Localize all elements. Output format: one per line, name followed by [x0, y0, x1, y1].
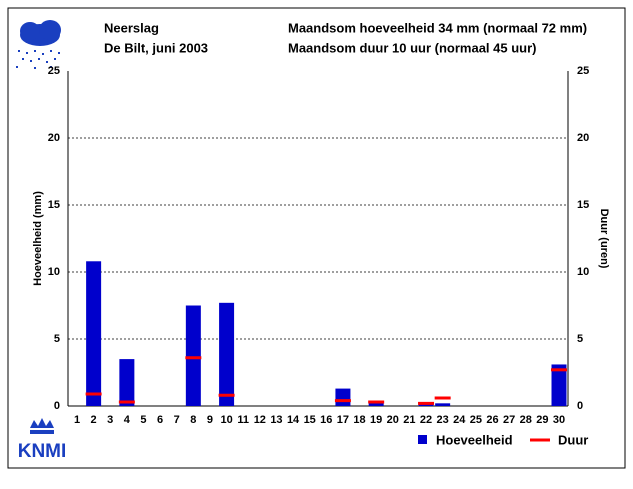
bar — [551, 364, 567, 406]
bar — [185, 305, 201, 406]
title: Neerslag — [104, 20, 159, 35]
bar — [219, 302, 235, 406]
x-tick-label: 23 — [437, 414, 449, 426]
x-tick-label: 2 — [91, 414, 97, 426]
x-tick-label: 24 — [453, 414, 466, 426]
y2-axis-label: Duur (uren) — [598, 209, 610, 269]
x-tick-label: 19 — [370, 414, 382, 426]
x-tick-label: 1 — [74, 414, 80, 426]
x-tick-label: 22 — [420, 414, 432, 426]
x-tick-label: 21 — [403, 414, 415, 426]
y-tick-label: 15 — [48, 199, 60, 211]
x-tick-label: 27 — [503, 414, 515, 426]
subtitle: De Bilt, juni 2003 — [104, 40, 208, 55]
y2-tick-label: 10 — [577, 266, 589, 278]
bar — [435, 403, 451, 406]
bar — [368, 403, 384, 406]
legend-label: Duur — [558, 432, 588, 447]
x-tick-label: 25 — [470, 414, 482, 426]
x-tick-label: 15 — [304, 414, 316, 426]
x-tick-label: 11 — [237, 414, 249, 426]
x-tick-label: 12 — [254, 414, 266, 426]
x-tick-label: 13 — [270, 414, 282, 426]
y2-tick-label: 15 — [577, 199, 589, 211]
x-tick-label: 29 — [536, 414, 548, 426]
legend-swatch — [418, 435, 427, 444]
x-tick-label: 10 — [220, 414, 232, 426]
x-tick-label: 26 — [486, 414, 498, 426]
bar — [119, 359, 135, 406]
y2-tick-label: 5 — [577, 333, 583, 345]
y-tick-label: 10 — [48, 266, 60, 278]
x-tick-label: 7 — [174, 414, 180, 426]
rain-icon — [16, 20, 61, 69]
y2-tick-label: 0 — [577, 400, 583, 412]
summary: Maandsom hoeveelheid 34 mm (normaal 72 m… — [288, 20, 587, 35]
x-tick-label: 17 — [337, 414, 349, 426]
bar — [86, 261, 102, 406]
bar — [335, 388, 351, 406]
legend-label: Hoeveelheid — [436, 432, 513, 447]
x-tick-label: 18 — [353, 414, 365, 426]
x-tick-label: 6 — [157, 414, 163, 426]
logo-text: KNMI — [18, 441, 67, 462]
y-tick-label: 0 — [54, 400, 60, 412]
x-tick-label: 9 — [207, 414, 213, 426]
x-tick-label: 5 — [140, 414, 146, 426]
x-tick-label: 20 — [387, 414, 399, 426]
x-tick-label: 30 — [553, 414, 565, 426]
y-tick-label: 20 — [48, 132, 60, 144]
x-tick-label: 28 — [520, 414, 532, 426]
y-axis-label: Hoeveelheid (mm) — [32, 191, 44, 286]
y-tick-label: 5 — [54, 333, 60, 345]
x-tick-label: 4 — [124, 414, 131, 426]
x-tick-label: 14 — [287, 414, 300, 426]
y2-tick-label: 20 — [577, 132, 589, 144]
x-tick-label: 8 — [190, 414, 196, 426]
y2-tick-label: 25 — [577, 65, 589, 77]
y-tick-label: 25 — [48, 65, 60, 77]
x-tick-label: 16 — [320, 414, 332, 426]
summary: Maandsom duur 10 uur (normaal 45 uur) — [288, 40, 537, 55]
logo: KNMI — [18, 418, 67, 462]
frame — [7, 7, 626, 469]
x-tick-label: 3 — [107, 414, 113, 426]
